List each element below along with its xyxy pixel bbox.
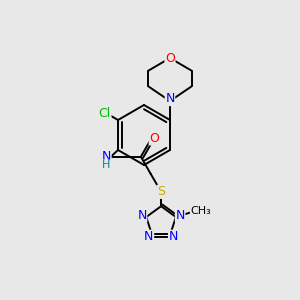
Text: CH₃: CH₃ xyxy=(190,206,211,216)
Text: N: N xyxy=(176,209,185,222)
Text: S: S xyxy=(157,185,165,198)
Text: N: N xyxy=(144,230,154,243)
Text: N: N xyxy=(165,92,175,106)
Text: H: H xyxy=(101,160,110,170)
Text: N: N xyxy=(169,230,178,243)
Text: O: O xyxy=(149,132,159,145)
Text: Cl: Cl xyxy=(99,107,111,120)
Text: N: N xyxy=(102,150,111,163)
Text: N: N xyxy=(137,209,147,222)
Text: O: O xyxy=(165,52,175,64)
